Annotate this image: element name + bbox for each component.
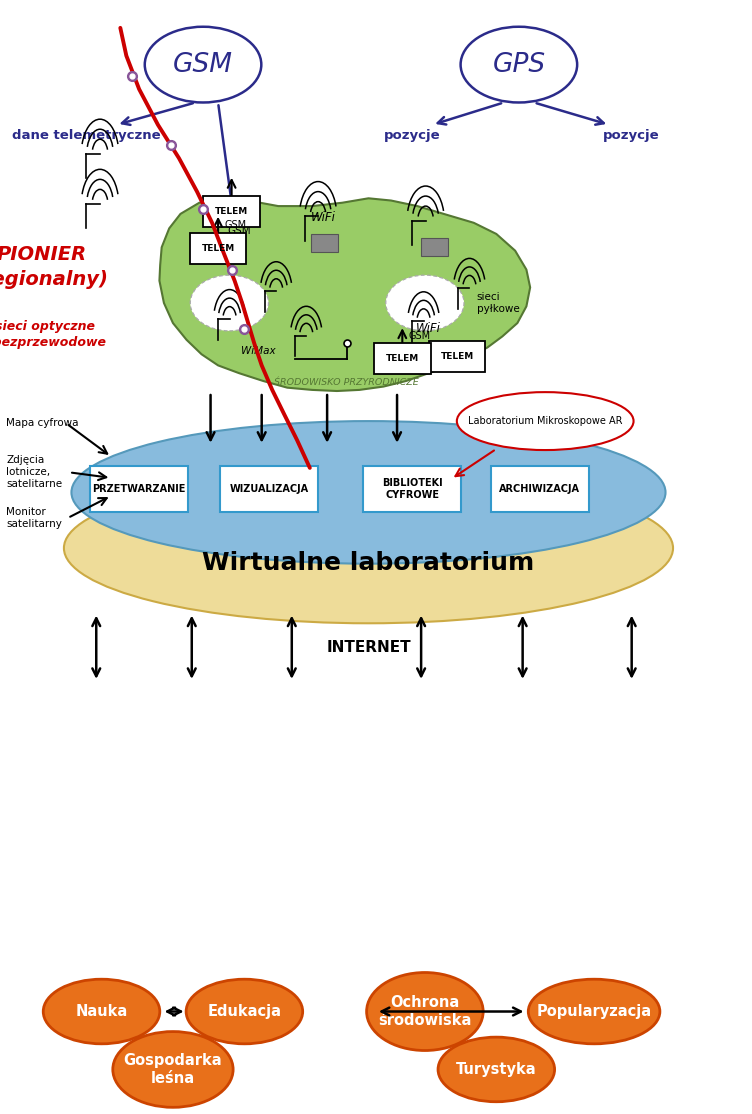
FancyBboxPatch shape — [363, 466, 461, 512]
Ellipse shape — [186, 979, 302, 1044]
Text: PRZETWARZANIE: PRZETWARZANIE — [92, 485, 186, 494]
FancyBboxPatch shape — [203, 196, 260, 227]
Ellipse shape — [529, 979, 660, 1044]
Ellipse shape — [456, 392, 633, 450]
Text: INTERNET: INTERNET — [326, 639, 411, 655]
Text: ARCHIWIZACJA: ARCHIWIZACJA — [499, 485, 581, 494]
Text: GPS: GPS — [493, 51, 545, 78]
Ellipse shape — [44, 979, 160, 1044]
Polygon shape — [159, 198, 530, 391]
Text: GSM: GSM — [408, 332, 430, 341]
Ellipse shape — [366, 973, 483, 1051]
Text: GSM: GSM — [227, 226, 251, 236]
Text: sieci optyczne
i bezprzewodowe: sieci optyczne i bezprzewodowe — [0, 320, 106, 349]
Text: Turystyka: Turystyka — [456, 1062, 537, 1077]
Text: WiFi: WiFi — [311, 211, 336, 224]
Ellipse shape — [438, 1037, 555, 1102]
Ellipse shape — [386, 275, 464, 331]
FancyBboxPatch shape — [491, 466, 589, 512]
Text: TELEM: TELEM — [215, 207, 248, 216]
Text: TELEM: TELEM — [386, 354, 419, 363]
Text: Laboratorium Mikroskopowe AR: Laboratorium Mikroskopowe AR — [468, 417, 623, 426]
Ellipse shape — [64, 472, 673, 623]
Text: Gospodarka
leśna: Gospodarka leśna — [123, 1053, 223, 1086]
Text: Mapa cyfrowa: Mapa cyfrowa — [6, 419, 78, 428]
Ellipse shape — [145, 27, 262, 102]
Text: WiMax: WiMax — [241, 346, 275, 355]
Text: WiFi: WiFi — [416, 322, 441, 335]
FancyBboxPatch shape — [190, 233, 247, 264]
Text: sieci
pyłkowe: sieci pyłkowe — [477, 292, 520, 314]
Ellipse shape — [71, 421, 666, 564]
FancyBboxPatch shape — [421, 238, 448, 256]
Text: pozycje: pozycje — [384, 129, 441, 143]
Text: Zdjęcia
lotnicze,
satelitarne: Zdjęcia lotnicze, satelitarne — [6, 456, 62, 489]
FancyBboxPatch shape — [220, 466, 318, 512]
Ellipse shape — [113, 1032, 233, 1107]
Text: TELEM: TELEM — [441, 352, 474, 361]
Ellipse shape — [190, 275, 268, 331]
Text: BIBLIOTEKI
CYFROWE: BIBLIOTEKI CYFROWE — [382, 478, 442, 500]
Text: Ochrona
środowiska: Ochrona środowiska — [378, 995, 472, 1028]
Text: Monitor
satelitarny: Monitor satelitarny — [6, 507, 62, 529]
FancyBboxPatch shape — [90, 466, 188, 512]
Text: TELEM: TELEM — [202, 244, 235, 253]
Text: GSM: GSM — [173, 51, 233, 78]
Text: Edukacja: Edukacja — [208, 1004, 281, 1019]
Text: pozycje: pozycje — [603, 129, 660, 143]
Text: WIZUALIZACJA: WIZUALIZACJA — [229, 485, 309, 494]
Text: PIONIER
(regionalny): PIONIER (regionalny) — [0, 245, 109, 290]
FancyBboxPatch shape — [374, 343, 430, 374]
Text: Popularyzacja: Popularyzacja — [536, 1004, 652, 1019]
Text: GSM: GSM — [224, 221, 246, 229]
Ellipse shape — [460, 27, 578, 102]
Text: Wirtualne laboratorium: Wirtualne laboratorium — [202, 550, 535, 575]
FancyBboxPatch shape — [311, 234, 338, 252]
Text: ŚRODOWISKO PRZYRODNICZE: ŚRODOWISKO PRZYRODNICZE — [274, 378, 418, 387]
Text: Nauka: Nauka — [75, 1004, 128, 1019]
FancyBboxPatch shape — [429, 341, 486, 372]
Text: dane telemetryczne: dane telemetryczne — [12, 129, 161, 143]
